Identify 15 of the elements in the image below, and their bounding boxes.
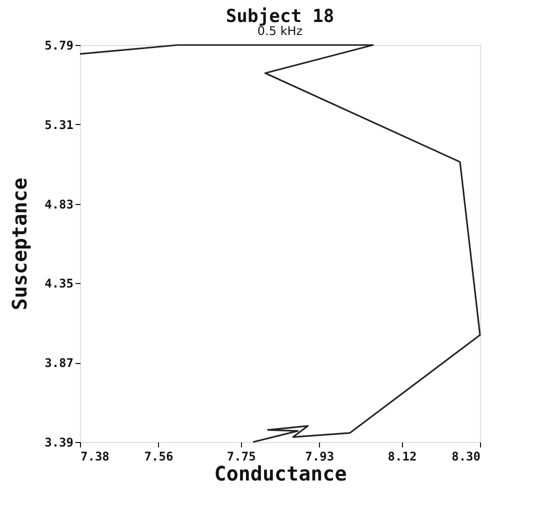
x-tick-label: 8.12 (388, 450, 417, 464)
x-tick-label: 7.56 (144, 450, 174, 464)
y-tick-label: 5.31 (44, 118, 74, 132)
chart-title: Subject 18 (226, 6, 334, 27)
y-tick-label: 3.39 (44, 436, 74, 450)
y-axis-title: Susceptance (8, 178, 32, 310)
x-tick-label: 7.38 (80, 450, 110, 464)
x-tick-label: 7.93 (305, 450, 334, 464)
y-tick-label: 4.83 (44, 197, 74, 212)
y-tick-label: 4.35 (44, 276, 74, 291)
x-tick-label: 7.75 (226, 450, 256, 464)
x-axis-title: Conductance (214, 462, 347, 486)
y-tick-label: 3.87 (44, 356, 74, 370)
y-tick-label: 5.79 (44, 38, 74, 52)
x-tick-label: 8.30 (452, 450, 480, 464)
